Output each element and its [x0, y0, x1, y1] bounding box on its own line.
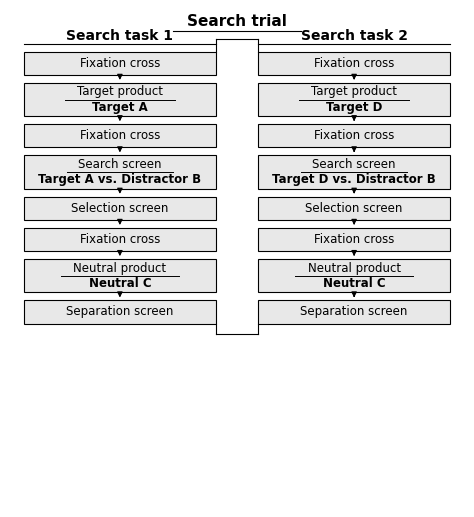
Text: Neutral C: Neutral C — [89, 277, 151, 290]
FancyBboxPatch shape — [24, 196, 216, 220]
Text: Target product: Target product — [311, 85, 397, 98]
Text: Fixation cross: Fixation cross — [314, 129, 394, 142]
Text: Selection screen: Selection screen — [305, 202, 403, 215]
Text: Target D: Target D — [326, 101, 383, 114]
Text: Fixation cross: Fixation cross — [80, 129, 160, 142]
Text: Search task 1: Search task 1 — [66, 29, 173, 43]
FancyBboxPatch shape — [258, 155, 450, 189]
FancyBboxPatch shape — [258, 300, 450, 324]
Text: Fixation cross: Fixation cross — [314, 233, 394, 246]
Text: Fixation cross: Fixation cross — [80, 233, 160, 246]
Text: Fixation cross: Fixation cross — [314, 57, 394, 70]
FancyBboxPatch shape — [24, 83, 216, 116]
FancyBboxPatch shape — [258, 83, 450, 116]
Text: Search screen: Search screen — [312, 158, 396, 171]
Text: Search screen: Search screen — [78, 158, 162, 171]
Text: Neutral product: Neutral product — [73, 262, 166, 275]
Text: Search trial: Search trial — [187, 14, 287, 29]
FancyBboxPatch shape — [24, 124, 216, 147]
Text: Target product: Target product — [77, 85, 163, 98]
FancyBboxPatch shape — [258, 259, 450, 293]
Text: Search task 2: Search task 2 — [301, 29, 408, 43]
Text: Target A vs. Distractor B: Target A vs. Distractor B — [38, 173, 201, 186]
FancyBboxPatch shape — [24, 259, 216, 293]
FancyBboxPatch shape — [258, 196, 450, 220]
Text: Neutral C: Neutral C — [323, 277, 385, 290]
FancyBboxPatch shape — [24, 300, 216, 324]
Text: Separation screen: Separation screen — [66, 306, 173, 318]
FancyBboxPatch shape — [24, 228, 216, 251]
Text: Selection screen: Selection screen — [71, 202, 169, 215]
Text: Separation screen: Separation screen — [301, 306, 408, 318]
FancyBboxPatch shape — [258, 124, 450, 147]
Text: Target D vs. Distractor B: Target D vs. Distractor B — [272, 173, 436, 186]
FancyBboxPatch shape — [258, 52, 450, 75]
Text: Neutral product: Neutral product — [308, 262, 401, 275]
FancyBboxPatch shape — [258, 228, 450, 251]
Text: Target A: Target A — [92, 101, 148, 114]
Text: Fixation cross: Fixation cross — [80, 57, 160, 70]
FancyBboxPatch shape — [24, 52, 216, 75]
FancyBboxPatch shape — [24, 155, 216, 189]
